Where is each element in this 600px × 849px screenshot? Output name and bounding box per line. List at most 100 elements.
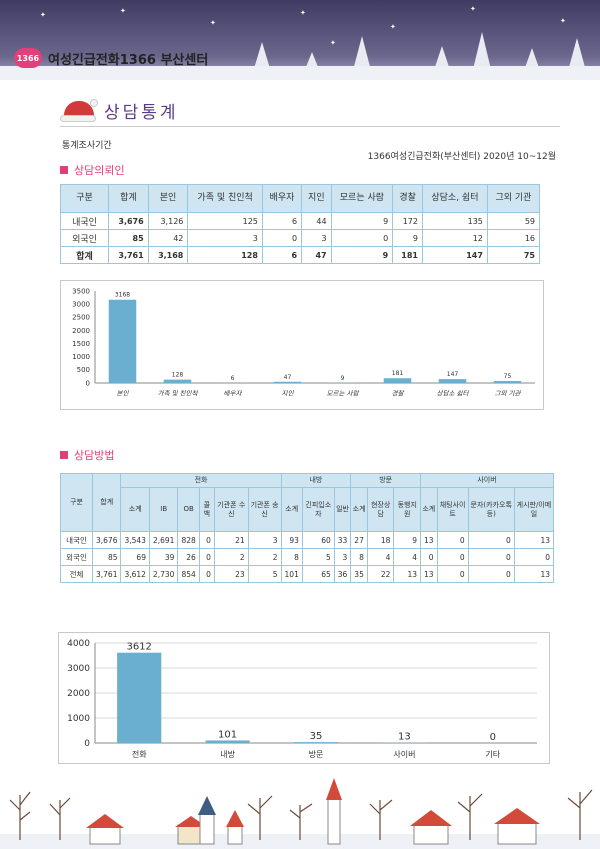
category-label: 지인 [282, 390, 295, 398]
sub-header: 현장상담 [366, 487, 395, 532]
data-label: 0 [490, 732, 496, 743]
cell: 172 [392, 212, 423, 230]
row-header: 내국인 [60, 531, 93, 549]
cell: 101 [280, 565, 303, 583]
data-label: 3168 [115, 292, 130, 299]
group-header: 전화 [120, 473, 282, 488]
category-label: 사이버 [393, 749, 415, 759]
cell: 147 [421, 246, 488, 264]
row-header: 내국인 [60, 212, 109, 230]
bar [493, 381, 522, 383]
col-header: 구분 [60, 473, 93, 532]
col-header: 상담소, 쉼터 [421, 184, 488, 213]
sub-header: 동행지원 [393, 487, 422, 532]
cell: 0 [261, 229, 303, 247]
section-heading-text: 상담방법 [74, 449, 115, 462]
cell: 4 [366, 548, 395, 566]
bar [117, 652, 162, 743]
y-tick-label: 1000 [72, 353, 90, 361]
table-group-header-row: 구분 합계 전화 내방 방문 사이버 [60, 473, 554, 532]
data-label: 147 [447, 371, 459, 378]
cell: 6 [261, 246, 303, 264]
cell: 0 [420, 548, 438, 566]
cell: 2,730 [148, 565, 179, 583]
bar [273, 381, 302, 383]
cell: 135 [421, 212, 488, 230]
center-logo: 1366 [14, 48, 42, 68]
y-tick-label: 2000 [72, 327, 90, 335]
cell: 59 [486, 212, 541, 230]
cell: 65 [301, 565, 335, 583]
data-label: 75 [504, 373, 512, 380]
cell: 3,676 [108, 212, 149, 230]
sub-header: 콜백 [198, 487, 215, 532]
methods-table: 구분 합계 전화 내방 방문 사이버 소계 IB OB 콜백 기관폰 수신 기관… [60, 473, 555, 583]
cell: 85 [108, 229, 149, 247]
cell: 36 [333, 565, 352, 583]
cell: 125 [187, 212, 263, 230]
cell: 60 [301, 531, 335, 549]
col-header: 경찰 [392, 184, 423, 213]
cell: 47 [301, 246, 332, 264]
col-header: 지인 [301, 184, 332, 213]
cell: 854 [177, 565, 200, 583]
methods-chart-frame: 4000 3000 2000 1000 0 3612 전화 101 내방 35 방문 13 사이버 0 기타 [58, 632, 550, 764]
data-label: 6 [231, 375, 235, 382]
bar [293, 742, 339, 743]
row-header: 합계 [60, 246, 109, 264]
sub-header: 기관폰 송신 [247, 487, 282, 532]
cell: 8 [280, 548, 303, 566]
cell: 13 [420, 565, 438, 583]
group-header: 사이버 [420, 473, 554, 488]
bar [163, 379, 192, 383]
clients-bar-chart: 3500 3000 2500 2000 1500 1000 500 0 3168 본인 128 가족 … [72, 287, 535, 398]
cell: 9 [393, 531, 422, 549]
section-heading-clients: 상담의뢰인 [60, 162, 125, 178]
cell: 44 [301, 212, 332, 230]
cell: 0 [436, 548, 469, 566]
cell: 3,676 [91, 531, 122, 549]
y-tick-label: 4000 [67, 639, 90, 649]
group-header: 방문 [350, 473, 422, 488]
cell: 0 [198, 565, 215, 583]
center-name: 여성긴급전화1366 부산센터 [48, 52, 209, 68]
cell: 22 [366, 565, 395, 583]
cell: 3,761 [91, 565, 122, 583]
y-tick-label: 3000 [72, 300, 90, 308]
data-label: 128 [172, 372, 184, 379]
cell: 0 [436, 565, 469, 583]
table-sub-header-row: 소계 IB OB 콜백 기관폰 수신 기관폰 송신 소계 긴피입소자 일반 소계… [61, 487, 555, 532]
cell: 21 [213, 531, 249, 549]
snowbank [0, 66, 600, 80]
cell: 181 [392, 246, 423, 264]
category-label: 가족 및 친인척 [157, 390, 198, 398]
category-label: 경찰 [392, 390, 405, 398]
cell: 42 [147, 229, 189, 247]
cell: 3 [187, 229, 263, 247]
col-header: 본인 [147, 184, 189, 213]
cell: 0 [467, 548, 515, 566]
cell: 0 [436, 531, 469, 549]
title-divider [60, 126, 560, 127]
row-header: 외국인 [60, 548, 93, 566]
sub-header: 소계 [120, 487, 150, 532]
category-label: 본인 [117, 390, 130, 398]
data-label: 13 [398, 732, 411, 743]
cell: 3 [247, 531, 282, 549]
group-header: 내방 [280, 473, 352, 488]
category-label: 배우자 [224, 390, 243, 398]
methods-bar-chart: 4000 3000 2000 1000 0 3612 전화 101 내방 35 방문 13 사이버 0 기타 [67, 639, 537, 759]
cell: 3,126 [147, 212, 189, 230]
section-heading-methods: 상담방법 [60, 447, 114, 463]
cell: 75 [486, 246, 541, 264]
category-label: 모르는 사람 [327, 390, 360, 398]
cell: 3,612 [120, 565, 150, 583]
header-banner: ✦ ✦ ✦ ✦ ✦ ✦ ✦ ✦ 1366 여성긴급전화1366 부산센터 [0, 0, 600, 80]
cell: 0 [330, 229, 394, 247]
period-label: 통계조사기간 [62, 141, 112, 151]
cell: 13 [513, 565, 555, 583]
category-label: 그외 기관 [495, 390, 522, 398]
cell: 26 [177, 548, 200, 566]
table-total-row: 합계 3,761 3,168 128 6 47 9 181 147 75 [60, 246, 541, 264]
cell: 5 [247, 565, 282, 583]
